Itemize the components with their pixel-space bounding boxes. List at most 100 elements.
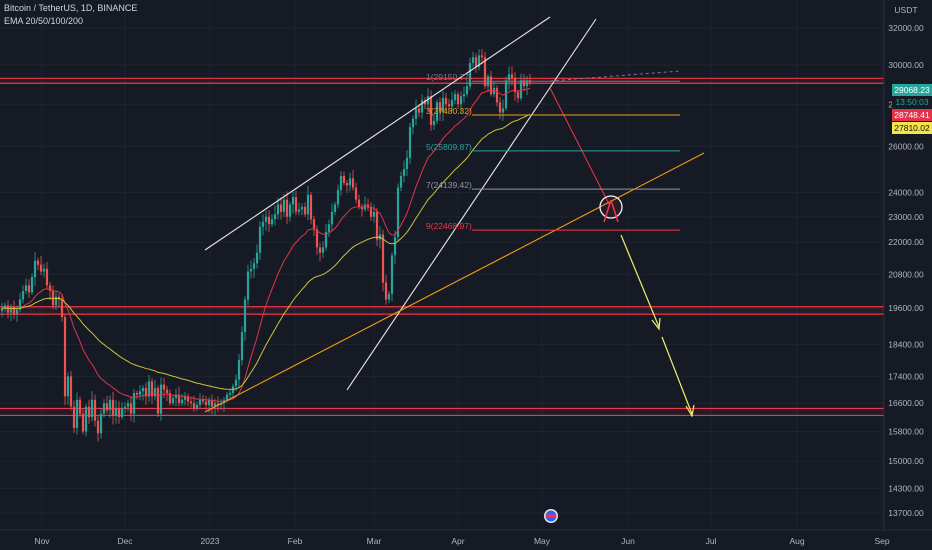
candle-body [99, 413, 103, 434]
candle-body [507, 74, 511, 81]
candle-body [411, 118, 415, 128]
forecast-arrow-2[interactable] [661, 336, 693, 415]
y-tick-label: 20800.00 [888, 269, 924, 279]
flag-icon[interactable] [544, 509, 558, 523]
candle-body [450, 100, 454, 107]
candle-body [207, 399, 211, 405]
y-tick-label: 15800.00 [888, 426, 924, 436]
candle-body [243, 299, 247, 333]
candle-body [192, 403, 196, 409]
candle-body [489, 76, 493, 95]
candle-body [312, 219, 316, 230]
fib-label: 5(25809.87) [426, 142, 472, 152]
candle-body [393, 237, 397, 256]
y-tick-label: 19600.00 [888, 303, 924, 313]
candle-body [315, 229, 319, 248]
level-zone[interactable] [0, 78, 884, 84]
candle-body [381, 234, 385, 283]
indicator-label[interactable]: EMA 20/50/100/200 [4, 16, 84, 26]
candle-body [513, 78, 517, 93]
candle-body [498, 102, 502, 113]
candle-body [0, 308, 4, 312]
dashed-projection[interactable] [549, 70, 681, 82]
candle-body [501, 108, 505, 113]
candle-body [183, 396, 187, 400]
candle-body [117, 408, 121, 418]
candle-body [24, 285, 28, 291]
level-zone[interactable] [0, 306, 884, 315]
candle-body [81, 413, 85, 432]
candle-body [309, 194, 313, 220]
candle-body [408, 127, 412, 158]
candle-body [234, 379, 238, 387]
candle-body [372, 211, 376, 217]
x-tick-label: Dec [117, 536, 133, 546]
candle-body [384, 282, 388, 300]
candle-body [162, 384, 166, 390]
candle-body [246, 271, 250, 300]
candle-body [399, 175, 403, 188]
x-tick-label: Jul [706, 536, 717, 546]
support-trendline[interactable] [204, 152, 705, 413]
candle-body [468, 62, 472, 87]
candle-body [87, 406, 91, 418]
candle-body [195, 404, 199, 409]
candle-body [348, 178, 352, 186]
x-tick-label: Sep [874, 536, 889, 546]
price-axis[interactable] [884, 0, 932, 530]
fib-levels[interactable]: 1(29150.77) 3(27480.32) 5(25809.87) 7(24139… [426, 72, 680, 231]
x-tick-label: Apr [451, 536, 464, 546]
candle-body [480, 55, 484, 58]
x-tick-label: May [534, 536, 551, 546]
candle-body [330, 211, 334, 225]
candle-body [483, 57, 487, 87]
candle-body [180, 399, 184, 404]
candle-body [114, 408, 118, 416]
candle-body [33, 260, 37, 278]
candle-body [63, 317, 67, 397]
candle-body [102, 403, 106, 414]
countdown-tag: 13:50:03 [892, 96, 932, 108]
candle-body [39, 264, 43, 272]
candle-body [516, 92, 520, 99]
y-tick-label: 16600.00 [888, 398, 924, 408]
horizontal-levels[interactable] [0, 77, 884, 417]
candle-body [351, 178, 355, 188]
candle-body [120, 408, 124, 418]
candle-body [12, 306, 16, 315]
candle-body [54, 296, 58, 306]
fib-label: 1(29150.77) [426, 72, 472, 82]
symbol-title[interactable]: Bitcoin / TetherUS, 1D, BINANCE [4, 3, 138, 13]
candle-body [105, 403, 109, 411]
candle-body [336, 190, 340, 205]
y-tick-label: 24000.00 [888, 187, 924, 197]
candle-body [153, 387, 157, 397]
time-axis[interactable] [0, 530, 932, 550]
projection-path[interactable] [549, 87, 611, 207]
x-tick-label: Aug [789, 536, 804, 546]
candle-body [123, 406, 127, 409]
x-ticks: Nov Dec 2023 Feb Mar Apr May Jun Jul Aug Sep [34, 536, 889, 546]
level-zone[interactable] [0, 408, 884, 416]
axis-currency: USDT [894, 5, 917, 15]
candle-body [339, 175, 343, 191]
arrow-up-line[interactable] [603, 199, 612, 223]
candle-body [474, 57, 478, 67]
candle-body [45, 268, 49, 286]
candle-body [69, 376, 73, 407]
candle-body [459, 96, 463, 105]
target-circle[interactable] [599, 195, 623, 219]
channel-upper-line[interactable] [204, 16, 551, 251]
candle-body [60, 299, 64, 318]
forecast-arrow-1[interactable] [620, 234, 660, 328]
candle-body [93, 399, 97, 421]
candle-body [210, 399, 214, 407]
y-tick-label: 17400.00 [888, 371, 924, 381]
candle-body [75, 399, 79, 428]
candle-body [165, 389, 169, 394]
fib-label: 9(22468.97) [426, 221, 472, 231]
candle-body [129, 403, 133, 414]
fib-label: 7(24139.42) [426, 180, 472, 190]
arrow-down-line[interactable] [610, 199, 619, 223]
